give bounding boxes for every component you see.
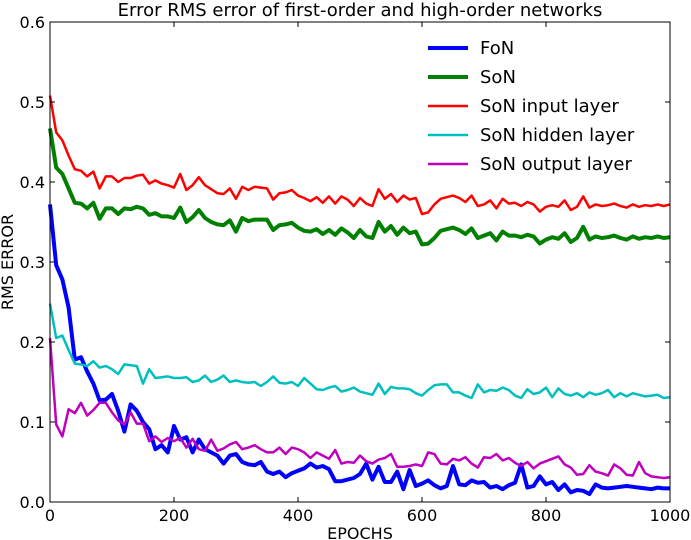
legend-label-fon: FoN <box>480 38 514 59</box>
x-tick-label: 0 <box>45 506 55 525</box>
series-line-son-output-layer <box>48 337 671 480</box>
y-axis-label: RMS ERROR <box>0 214 17 310</box>
y-tick-label: 0.2 <box>20 333 45 352</box>
legend: FoN SoN SoN input layer SoN hidden layer SoN… <box>428 38 635 175</box>
chart-title: Error RMS error of first-order and high-… <box>118 0 603 21</box>
y-tick-label: 0.3 <box>20 253 45 272</box>
series-line-son <box>48 128 671 247</box>
legend-label-son-input-layer: SoN input layer <box>480 96 619 117</box>
y-axis: 0.0 0.1 0.2 0.3 0.4 0.5 0.6 <box>20 13 670 512</box>
plot-frame <box>49 21 671 503</box>
x-tick-label: 1000 <box>650 506 691 525</box>
x-axis: 0 200 400 600 800 1000 <box>45 22 690 525</box>
legend-label-son: SoN <box>480 67 516 88</box>
x-tick-label: 800 <box>531 506 562 525</box>
plot-area <box>48 95 671 496</box>
y-tick-label: 0.0 <box>20 493 45 512</box>
x-tick-label: 400 <box>283 506 314 525</box>
y-tick-label: 0.4 <box>20 173 45 192</box>
x-axis-label: EPOCHS <box>327 524 393 540</box>
y-tick-label: 0.5 <box>20 93 45 112</box>
legend-label-son-hidden-layer: SoN hidden layer <box>480 125 635 146</box>
y-tick-label: 0.1 <box>20 413 45 432</box>
y-tick-label: 0.6 <box>20 13 45 32</box>
legend-label-son-output-layer: SoN output layer <box>480 154 632 175</box>
x-tick-label: 600 <box>407 506 438 525</box>
x-tick-label: 200 <box>159 506 190 525</box>
series-line-son-input-layer <box>48 95 671 216</box>
series-line-fon <box>48 204 670 496</box>
series-line-son-hidden-layer <box>48 303 671 400</box>
